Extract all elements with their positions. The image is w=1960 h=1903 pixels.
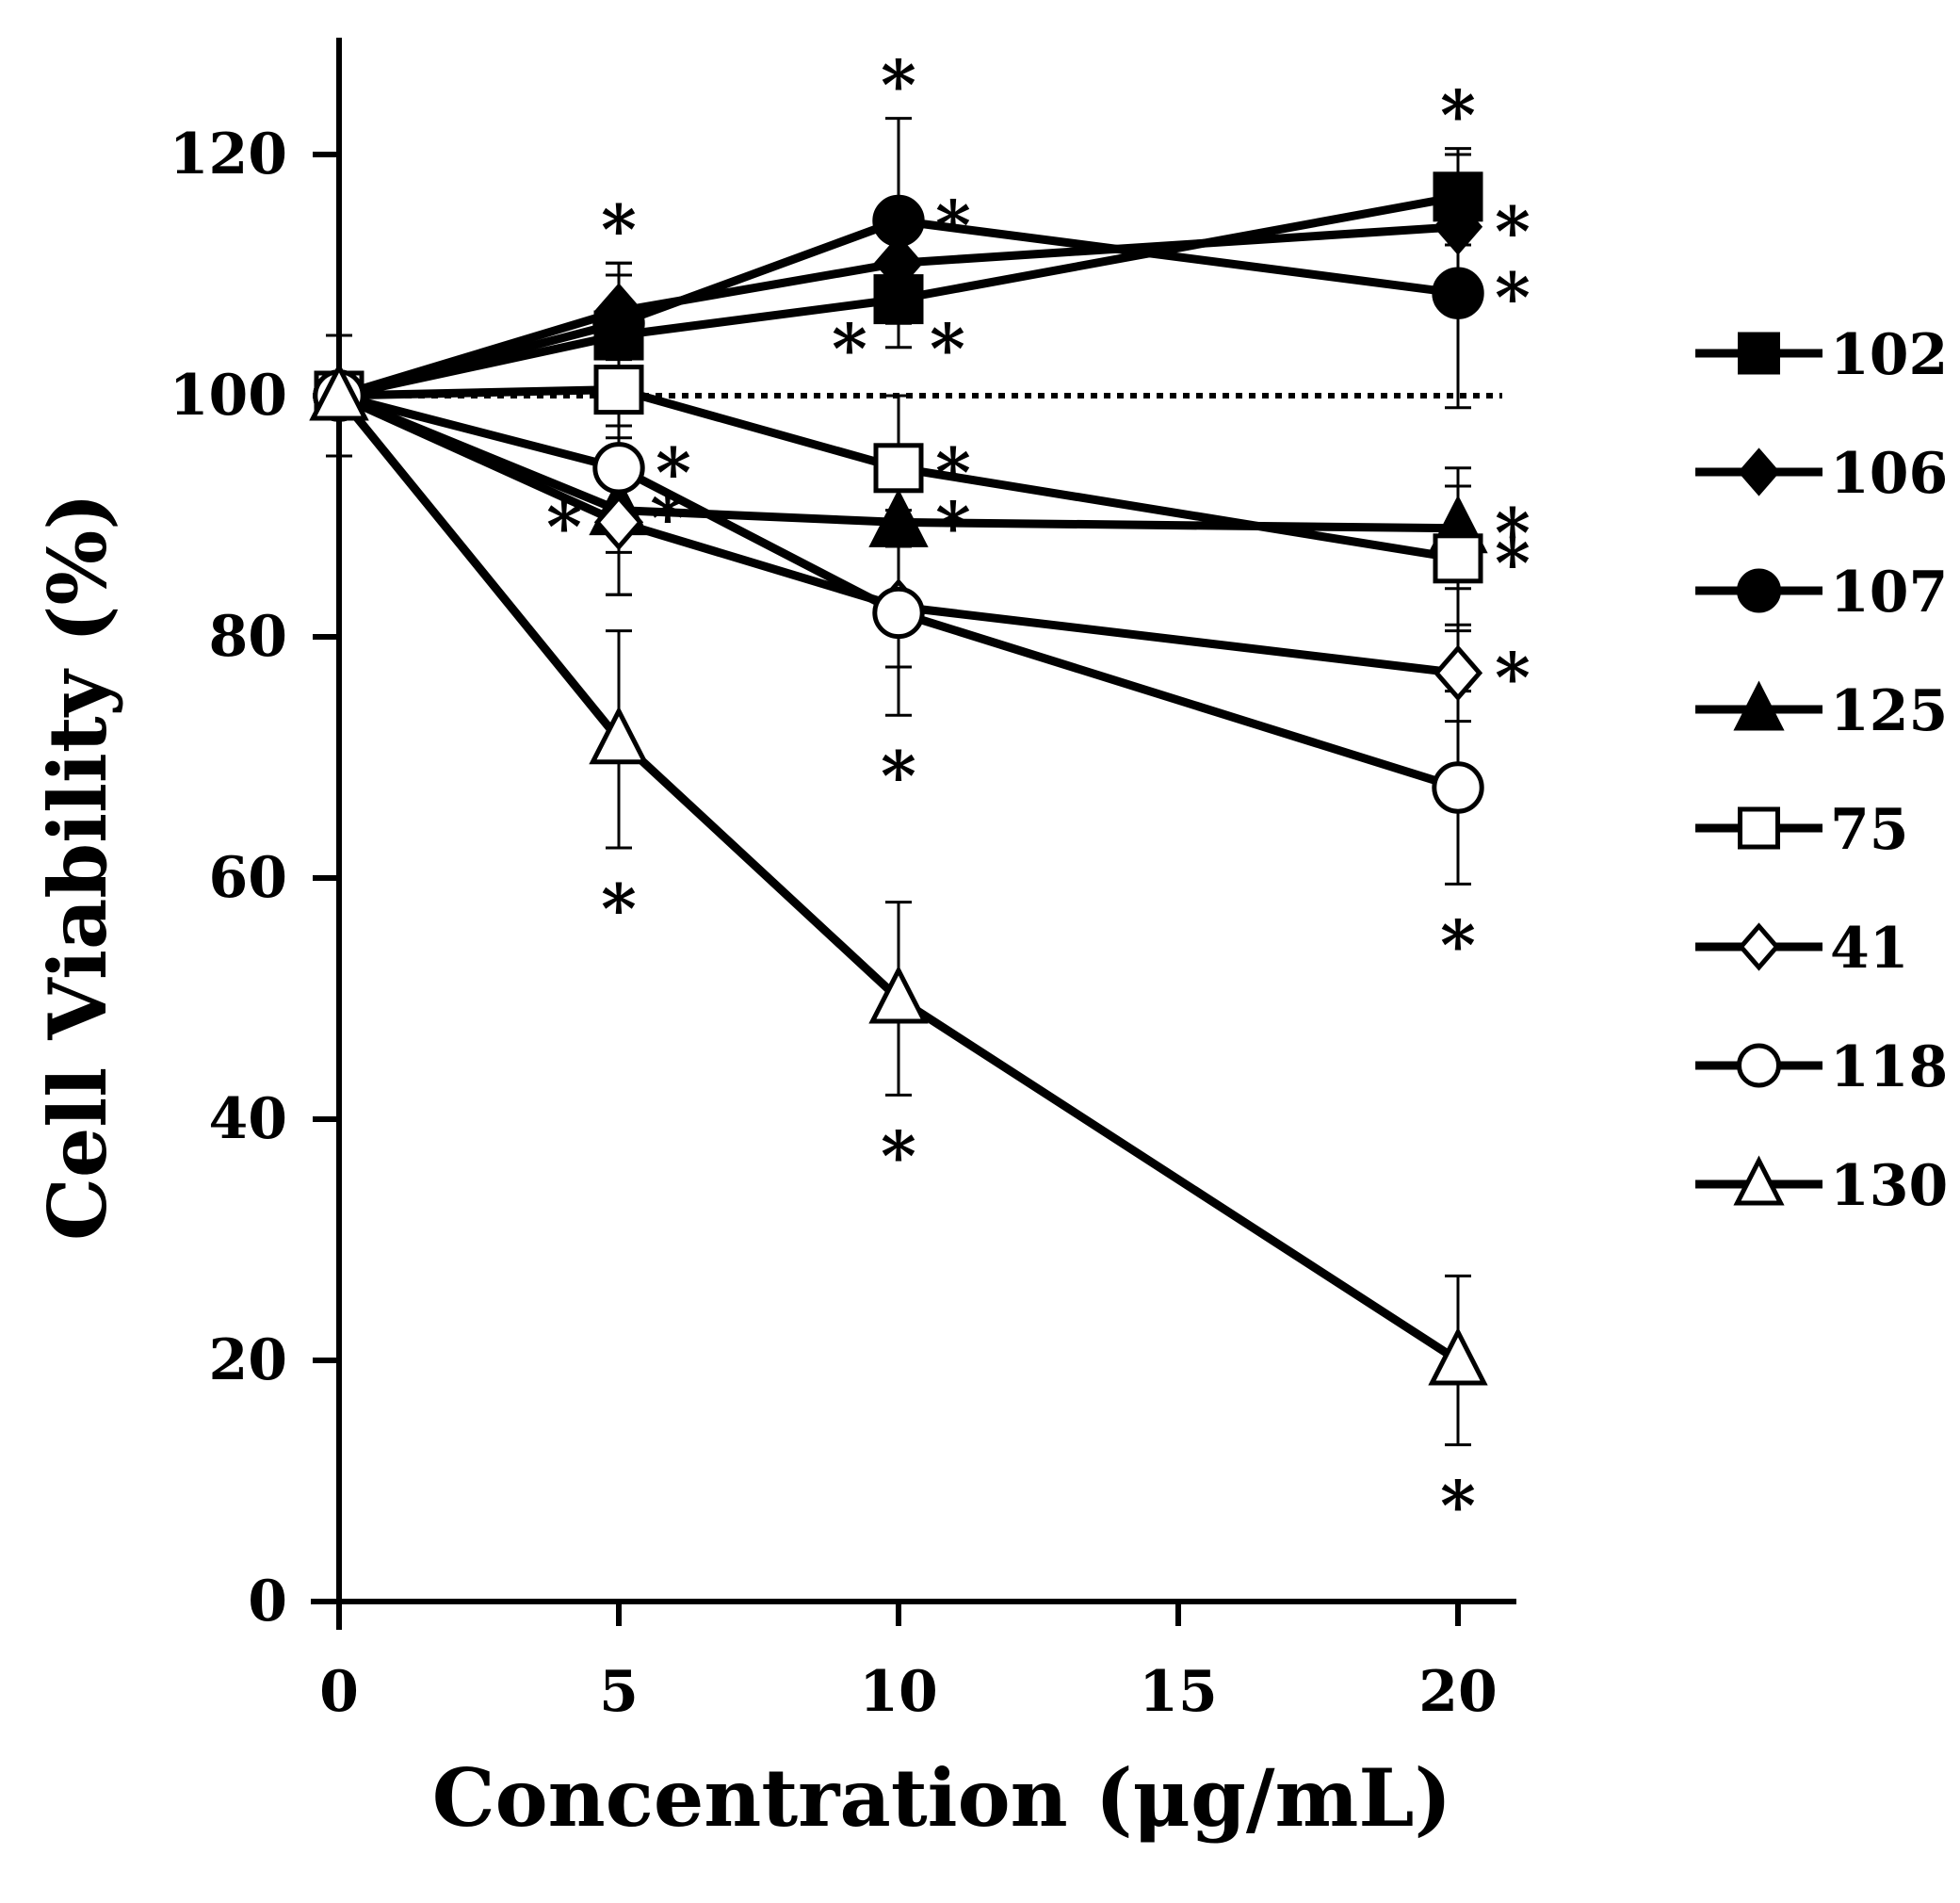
x-tick-label: 5 xyxy=(599,1659,639,1725)
y-tick-label: 120 xyxy=(170,122,287,187)
x-axis-title: Concentration (μg/mL) xyxy=(432,1751,1451,1845)
legend-marker-130 xyxy=(1733,1155,1785,1206)
data-point-125 xyxy=(868,488,929,547)
significance-star: * xyxy=(601,869,637,949)
significance-star: * xyxy=(1495,637,1531,717)
legend: 102 106 107 125 75 41 118 130 xyxy=(1695,322,1948,1219)
x-tick-label: 10 xyxy=(859,1659,938,1725)
significance-star: * xyxy=(1440,1466,1476,1546)
series-line-106 xyxy=(337,222,1459,400)
legend-label-106: 106 xyxy=(1830,441,1948,507)
significance-star: * xyxy=(832,309,867,389)
y-tick-label: 60 xyxy=(209,845,288,911)
data-point-41 xyxy=(593,494,644,551)
significance-star: * xyxy=(881,736,916,816)
ticks: 0 5 10 15 20 0 20 40 60 80 100 120 xyxy=(170,122,1498,1725)
legend-marker-107 xyxy=(1737,568,1781,613)
x-tick-label: 20 xyxy=(1418,1659,1498,1725)
series-line-118 xyxy=(337,391,1460,792)
legend-label-102: 102 xyxy=(1830,322,1948,388)
y-tick-label: 20 xyxy=(209,1327,288,1393)
x-tick-label: 0 xyxy=(319,1659,359,1725)
series-lines xyxy=(335,192,1461,1364)
data-point-130 xyxy=(589,706,649,765)
significance-star: * xyxy=(935,432,971,512)
legend-label-75: 75 xyxy=(1830,797,1909,863)
significance-star: * xyxy=(935,185,971,265)
significance-star: * xyxy=(1495,493,1531,573)
legend-label-125: 125 xyxy=(1830,678,1948,744)
significance-star: * xyxy=(1440,75,1476,155)
legend-label-130: 130 xyxy=(1830,1153,1948,1219)
legend-marker-102 xyxy=(1738,332,1780,375)
legend-label-118: 118 xyxy=(1830,1034,1948,1100)
data-point-75 xyxy=(593,365,644,415)
series-line-75 xyxy=(338,385,1459,563)
series-line-130 xyxy=(335,393,1461,1364)
data-point-107 xyxy=(872,194,925,248)
significance-star: * xyxy=(935,486,971,566)
significance-markers: * *** ***** ************ xyxy=(546,45,1531,1546)
significance-star: * xyxy=(650,478,686,558)
axes xyxy=(311,38,1516,1630)
significance-star: * xyxy=(601,189,637,269)
y-tick-label: 40 xyxy=(209,1086,288,1152)
data-point-106 xyxy=(1433,198,1483,255)
data-point-75 xyxy=(873,443,924,494)
significance-star: * xyxy=(656,432,691,512)
y-tick-label: 100 xyxy=(170,363,287,429)
significance-star: * xyxy=(930,309,965,389)
legend-marker-41 xyxy=(1738,922,1780,971)
legend-marker-75 xyxy=(1738,806,1780,850)
y-axis-title: Cell Viability (%) xyxy=(31,493,124,1241)
data-point-130 xyxy=(309,362,369,421)
data-point-107 xyxy=(592,297,645,350)
data-point-41 xyxy=(1433,644,1483,702)
series-line-125 xyxy=(337,391,1459,533)
legend-label-41: 41 xyxy=(1830,916,1909,982)
data-point-118 xyxy=(592,442,645,495)
significance-star: * xyxy=(881,45,916,125)
legend-label-107: 107 xyxy=(1830,560,1948,626)
series-line-41 xyxy=(337,391,1459,677)
legend-marker-125 xyxy=(1733,680,1785,731)
significance-star: * xyxy=(881,1115,916,1195)
series-line-107 xyxy=(337,216,1459,400)
significance-star: * xyxy=(1495,191,1531,271)
series-markers xyxy=(309,171,1488,1386)
x-tick-label: 15 xyxy=(1139,1659,1218,1725)
data-point-75 xyxy=(1433,533,1483,584)
significance-star: * xyxy=(546,486,582,566)
data-point-118 xyxy=(1432,761,1484,814)
data-point-130 xyxy=(1428,1326,1488,1386)
data-point-130 xyxy=(868,965,929,1024)
significance-star: * xyxy=(1495,523,1531,603)
data-point-118 xyxy=(872,586,925,640)
legend-marker-118 xyxy=(1737,1043,1781,1088)
data-point-106 xyxy=(873,235,924,292)
significance-star: * xyxy=(1440,904,1476,984)
significance-star: * xyxy=(1495,257,1531,337)
legend-marker-106 xyxy=(1738,447,1780,496)
data-point-107 xyxy=(1432,267,1484,319)
y-tick-label: 80 xyxy=(209,604,288,670)
y-tick-label: 0 xyxy=(248,1569,287,1635)
